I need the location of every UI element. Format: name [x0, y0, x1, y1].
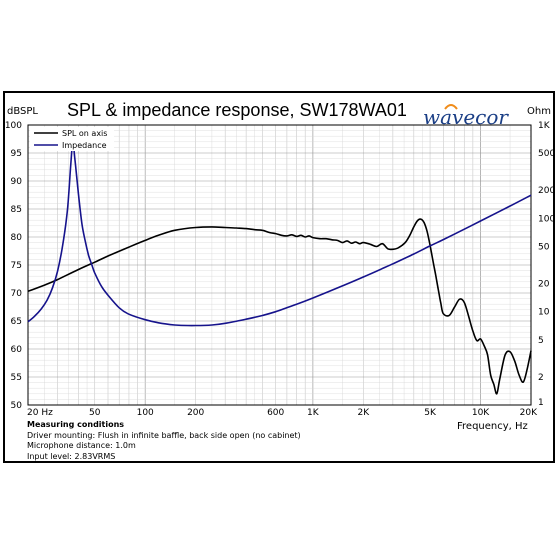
y-right-tick-label: 50 [538, 242, 550, 252]
y-right-tick-label: 20 [538, 280, 550, 290]
logo-wave-mark [444, 104, 458, 110]
legend-background [30, 127, 114, 151]
y-right-tick-label: 5 [538, 336, 544, 346]
input-level-note: Input level: 2.83VRMS [27, 451, 116, 461]
x-tick-label: 100 [137, 408, 154, 418]
legend: SPL on axis Impedance [30, 127, 114, 151]
chart-title: SPL & impedance response, SW178WA01 [67, 100, 407, 120]
x-axis-ticks: 20 Hz 50 100 200 600 1K 2K 5K 10K 20K [27, 408, 538, 418]
y-right-unit-label: Ohm [527, 106, 551, 117]
y-right-tick-label: 200 [538, 186, 555, 196]
y-right-tick-label: 1 [538, 398, 544, 408]
x-tick-label: 50 [89, 408, 101, 418]
y-left-tick-label: 80 [11, 233, 23, 243]
y-left-tick-label: 60 [11, 345, 23, 355]
legend-label-spl: SPL on axis [62, 129, 107, 138]
y-left-tick-label: 70 [11, 289, 23, 299]
y-right-tick-label: 100 [538, 214, 555, 224]
y-right-axis-ticks: 1K 500 200 100 50 20 10 5 2 1 [538, 121, 555, 408]
driver-mounting-note: Driver mounting: Flush in infinite baffl… [27, 430, 301, 440]
spl-curve [27, 218, 532, 395]
y-right-tick-label: 10 [538, 308, 550, 318]
x-tick-label: 5K [424, 408, 437, 418]
x-tick-label: 1K [307, 408, 320, 418]
x-tick-label: 20K [520, 408, 538, 418]
y-left-tick-label: 90 [11, 177, 23, 187]
plot-area-border [27, 124, 532, 406]
x-tick-label: 200 [187, 408, 204, 418]
y-right-tick-label: 500 [538, 149, 555, 159]
x-tick-label: 10K [472, 408, 490, 418]
y-right-tick-label: 2 [538, 373, 544, 383]
microphone-distance-note: Microphone distance: 1.0m [27, 441, 136, 450]
measuring-conditions: Measuring conditions Driver mounting: Fl… [27, 420, 407, 462]
y-left-tick-label: 75 [11, 261, 22, 271]
x-tick-label: 2K [358, 408, 371, 418]
y-left-unit-label: dBSPL [7, 106, 38, 117]
legend-label-impedance: Impedance [62, 141, 107, 150]
x-axis-title: Frequency, Hz [457, 421, 528, 432]
impedance-curve [27, 141, 532, 327]
y-left-tick-label: 85 [11, 205, 22, 215]
x-tick-label: 20 Hz [27, 408, 53, 418]
y-left-tick-label: 50 [11, 401, 23, 411]
y-left-tick-label: 100 [5, 121, 22, 131]
y-left-tick-label: 95 [11, 149, 22, 159]
series [27, 141, 532, 395]
x-tick-label: 600 [267, 408, 284, 418]
y-left-tick-label: 65 [11, 317, 22, 327]
y-left-axis-ticks: 100 95 90 85 80 75 70 65 60 55 50 [5, 121, 22, 411]
measuring-conditions-heading: Measuring conditions [27, 420, 125, 429]
grid [27, 124, 532, 406]
y-right-tick-label: 1K [538, 121, 551, 131]
y-left-tick-label: 55 [11, 373, 22, 383]
